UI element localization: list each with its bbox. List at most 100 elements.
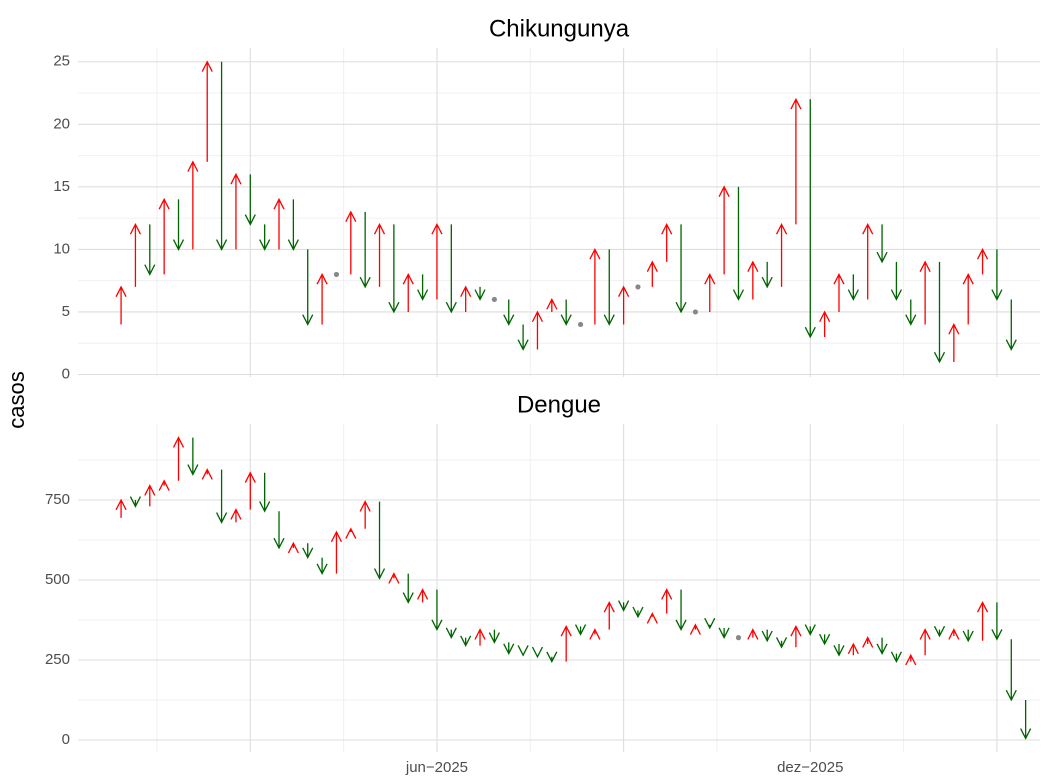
no-change-dot [635, 284, 641, 290]
change-arrow [244, 471, 256, 510]
change-arrow [273, 197, 285, 250]
no-change-dot [491, 296, 497, 303]
change-arrow [775, 222, 788, 287]
change-arrow [933, 625, 946, 638]
y-tick-label: 20 [53, 115, 70, 132]
change-arrow [775, 637, 788, 649]
change-arrow [345, 210, 357, 275]
change-arrow [661, 222, 673, 262]
change-arrow [373, 222, 386, 287]
change-arrow [819, 310, 831, 337]
change-arrow [373, 501, 386, 580]
change-arrow [991, 249, 1003, 301]
change-arrow [589, 628, 601, 640]
change-arrow [704, 272, 716, 312]
y-axis-label: casos [4, 371, 29, 428]
change-arrow [919, 260, 931, 325]
change-arrow [574, 624, 587, 636]
change-arrow [316, 272, 328, 325]
change-arrow [804, 99, 816, 339]
change-arrow [287, 541, 299, 554]
change-arrow [388, 224, 400, 314]
change-arrow [474, 286, 486, 301]
change-arrow [948, 628, 960, 640]
x-tick-label: dez−2025 [777, 759, 843, 776]
change-arrow [876, 224, 888, 264]
change-arrow [474, 628, 486, 646]
change-arrow [603, 600, 615, 630]
change-arrow [244, 174, 256, 226]
change-arrow [302, 543, 314, 560]
change-arrow [933, 261, 946, 364]
change-arrow [718, 627, 730, 640]
change-arrow [675, 589, 687, 632]
y-tick-label: 250 [45, 651, 70, 668]
change-arrow [431, 222, 443, 300]
change-arrow [862, 636, 874, 648]
change-arrow [919, 628, 931, 656]
change-arrow [230, 172, 242, 250]
change-arrow [129, 222, 142, 287]
change-arrow [819, 633, 831, 646]
change-arrow [1020, 700, 1032, 740]
change-arrow [546, 651, 558, 664]
y-tick-label: 500 [45, 571, 70, 588]
x-tick-label: jun−2025 [405, 759, 468, 776]
change-arrow [948, 323, 960, 362]
change-arrow [172, 436, 185, 481]
change-arrow [876, 637, 888, 656]
change-arrow [273, 511, 285, 550]
change-arrow [460, 285, 472, 312]
change-arrow [201, 60, 213, 162]
change-arrow [388, 572, 400, 584]
change-arrow [287, 199, 299, 251]
change-arrow [833, 644, 845, 657]
change-arrow [230, 508, 242, 523]
change-arrow [115, 285, 127, 325]
change-arrow [115, 498, 127, 518]
change-arrow [560, 299, 572, 326]
change-arrow [302, 249, 314, 326]
y-tick-label: 0 [62, 731, 70, 748]
change-arrow [790, 97, 802, 225]
change-arrow [761, 261, 773, 289]
change-arrow [976, 600, 989, 641]
y-tick-label: 25 [53, 53, 70, 70]
change-arrow [790, 624, 802, 648]
panel-title: Dengue [517, 391, 601, 418]
change-arrow [589, 247, 601, 325]
no-change-dot [333, 271, 340, 278]
change-arrow [158, 197, 170, 275]
change-arrow [259, 224, 271, 251]
change-arrow [517, 324, 529, 351]
change-arrow [187, 160, 199, 250]
y-tick-label: 5 [62, 303, 70, 320]
change-arrow [718, 185, 730, 275]
change-arrow [704, 617, 716, 630]
no-change-dot [577, 321, 584, 328]
change-arrow [144, 484, 156, 507]
y-tick-label: 750 [45, 491, 70, 508]
change-arrow [402, 272, 414, 312]
change-arrow [359, 211, 371, 289]
change-arrow [618, 600, 630, 612]
change-arrow [531, 646, 544, 659]
change-arrow [847, 274, 859, 301]
change-arrow [804, 624, 816, 636]
change-arrow [675, 224, 687, 314]
change-arrow [187, 437, 199, 476]
no-change-dot [692, 309, 699, 315]
change-arrow [417, 588, 429, 603]
change-arrow [618, 285, 630, 325]
change-arrow [560, 624, 572, 662]
change-arrow [345, 527, 357, 539]
change-arrow [991, 602, 1003, 641]
change-arrow [172, 199, 185, 251]
change-arrow [905, 653, 917, 666]
change-arrow [503, 299, 515, 326]
change-arrow [646, 612, 658, 624]
change-arrow [905, 299, 917, 326]
change-arrow [747, 628, 759, 640]
change-arrow [890, 261, 902, 301]
